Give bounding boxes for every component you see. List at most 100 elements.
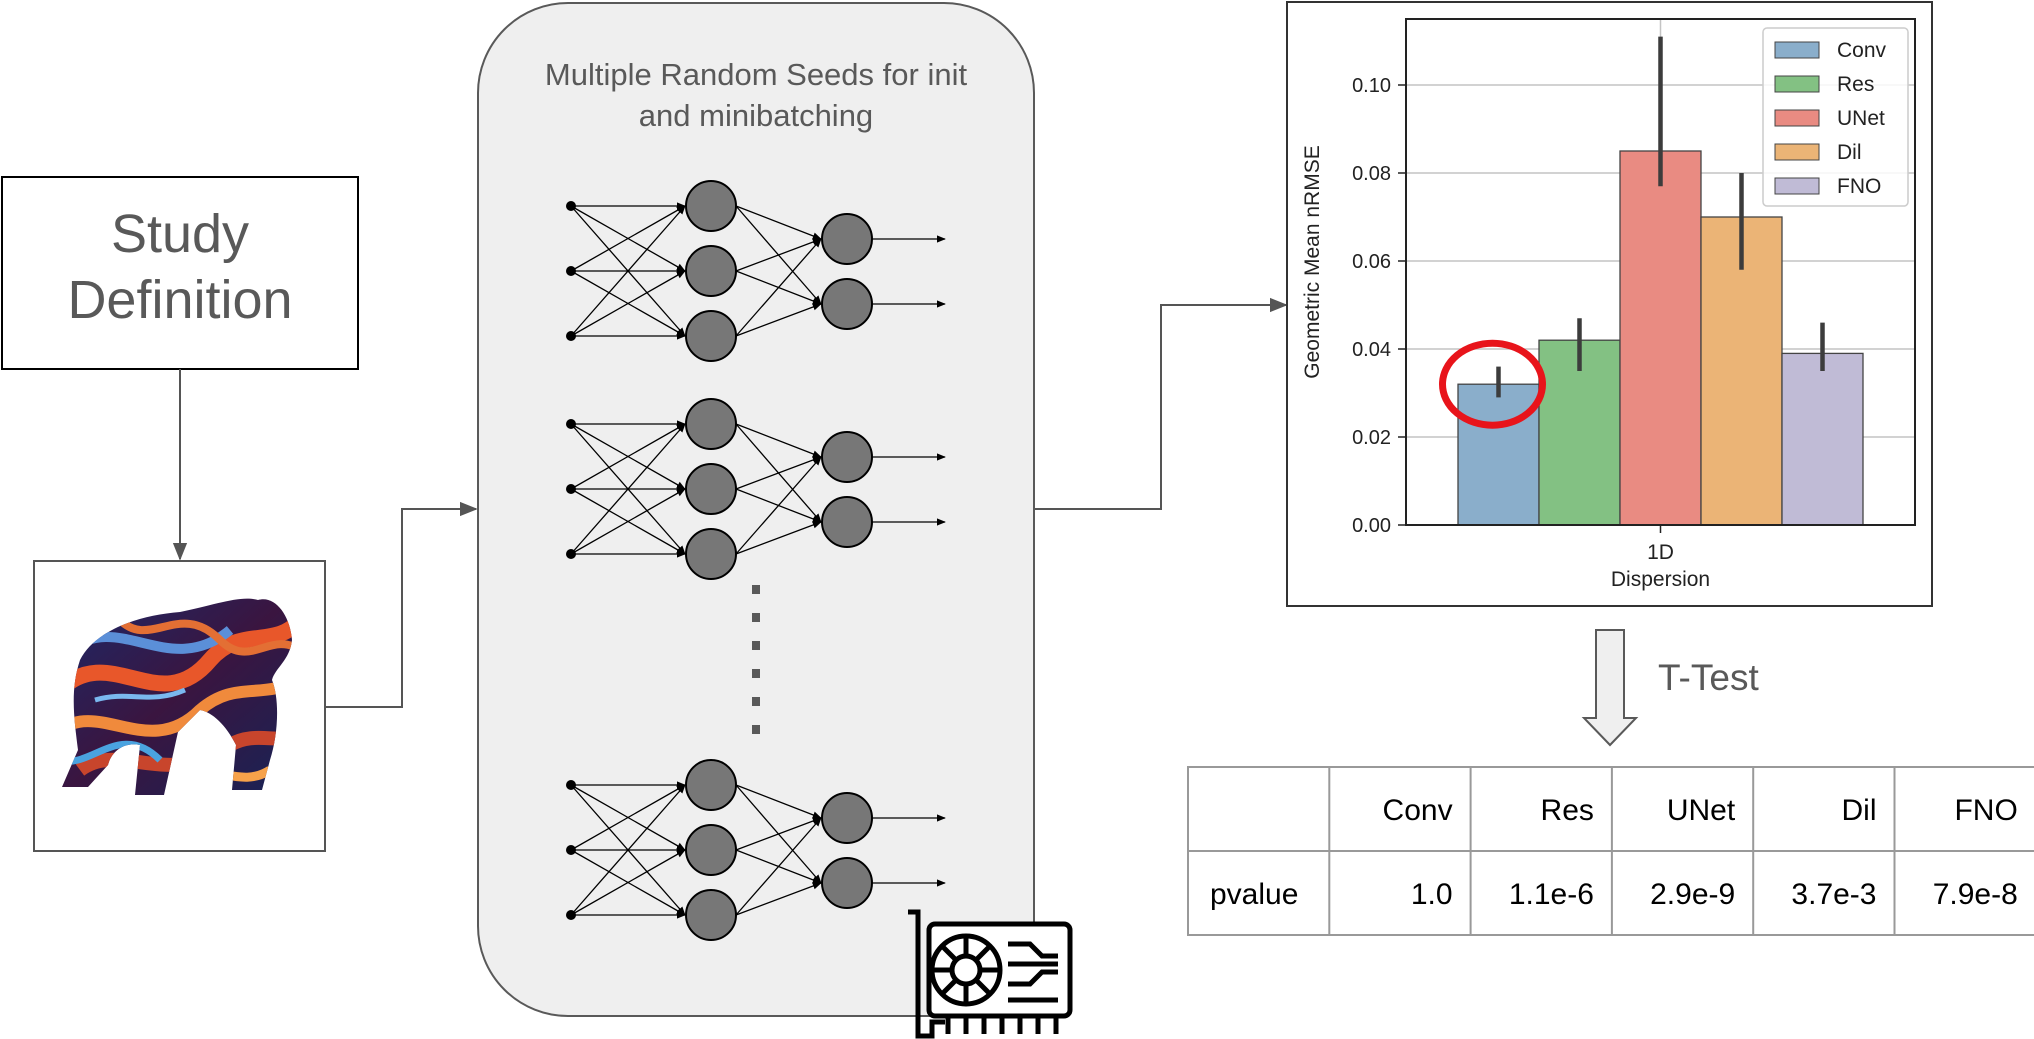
input-node (566, 845, 576, 855)
neural-networks (566, 180, 946, 941)
chart-y-axis-label: Geometric Mean nRMSE (1301, 145, 1324, 378)
table-cell: 1.0 (1411, 878, 1453, 911)
bar-conv (1457, 383, 1540, 526)
input-node (566, 484, 576, 494)
ttest-label: T-Test (1658, 657, 1759, 698)
y-tick-label: 0.00 (1352, 515, 1391, 537)
chart-x-category-label: 1D (1647, 541, 1674, 564)
y-tick-label: 0.06 (1352, 251, 1391, 273)
study-definition-box: Study Definition (1, 176, 359, 370)
hidden-node (685, 759, 737, 811)
gorilla-logo-box (33, 560, 326, 852)
connection-edge (735, 456, 822, 490)
legend-label-fno: FNO (1837, 175, 1881, 198)
legend-swatch-dil (1774, 143, 1820, 161)
input-node (566, 266, 576, 276)
connection-edge (570, 784, 686, 851)
legend-swatch-res (1774, 75, 1820, 93)
output-node (821, 431, 873, 483)
hidden-node (685, 310, 737, 362)
hidden-node (685, 824, 737, 876)
seeds-title-line2: and minibatching (639, 98, 873, 133)
study-title-line1: Study (111, 204, 249, 264)
table-header-cell: UNet (1667, 794, 1736, 827)
table-header-cell: Conv (1383, 794, 1453, 827)
bar-unet (1619, 150, 1702, 526)
chart-bars (1457, 150, 1864, 526)
ellipsis-dots (752, 585, 760, 734)
table-cell: 3.7e-3 (1791, 878, 1876, 911)
connector-arrows (172, 297, 1288, 708)
hidden-node (685, 463, 737, 515)
connection-edge (735, 238, 822, 337)
chart-legend: Conv Res UNet Dil FNO (1762, 27, 1909, 207)
connection-edge (570, 205, 686, 337)
neural-network (566, 759, 946, 941)
legend-swatch-fno (1774, 177, 1820, 195)
connection-edge (570, 784, 686, 916)
connection-edge (735, 817, 822, 916)
highlight-circle (1439, 339, 1546, 429)
input-node (566, 549, 576, 559)
hidden-node (685, 889, 737, 941)
gpu-card-icon (908, 909, 1073, 1039)
y-tick-label: 0.10 (1352, 75, 1391, 97)
random-seeds-panel: Multiple Random Seeds for init and minib… (477, 2, 1035, 1017)
table-cell: 2.9e-9 (1650, 878, 1735, 911)
connection-edge (570, 205, 686, 272)
connection-edge (735, 456, 822, 555)
output-node (821, 792, 873, 844)
bar-chart: 0.00 0.02 0.04 0.06 0.08 0.10 1D Dispersion G… (1301, 18, 1916, 591)
legend-swatch-unet (1774, 109, 1820, 127)
chart-error-bars (1496, 36, 1825, 398)
input-node (566, 910, 576, 920)
legend-label-unet: UNet (1837, 107, 1885, 130)
neural-network (566, 180, 946, 362)
connection-edge (735, 205, 822, 240)
connection-edge (570, 423, 686, 555)
output-node (821, 857, 873, 909)
connection-edge (570, 849, 686, 916)
connection-edge (735, 521, 822, 555)
connection-edge (735, 882, 822, 916)
table-header-cell: Res (1541, 794, 1594, 827)
connection-edge (570, 270, 686, 337)
chart-x-axis-label: Dispersion (1611, 568, 1710, 591)
chart-y-ticks: 0.00 0.02 0.04 0.06 0.08 0.10 (1352, 75, 1406, 537)
legend-swatch-conv (1774, 41, 1820, 59)
y-tick-label: 0.02 (1352, 427, 1391, 449)
legend-box (1762, 27, 1909, 207)
hidden-node (685, 180, 737, 232)
connection-edge (570, 423, 686, 490)
seeds-title-line1: Multiple Random Seeds for init (545, 57, 968, 92)
arrow-logo-to-seeds (326, 501, 478, 708)
hidden-node (685, 398, 737, 450)
legend-label-conv: Conv (1837, 39, 1887, 62)
connection-edge (735, 238, 822, 272)
input-node (566, 780, 576, 790)
output-node (821, 213, 873, 265)
hidden-node (685, 528, 737, 580)
neural-network (566, 398, 946, 580)
chart-panel: 0.00 0.02 0.04 0.06 0.08 0.10 1D Dispersion G… (1286, 1, 1933, 607)
input-node (566, 331, 576, 341)
connection-edge (735, 784, 822, 819)
connection-edge (735, 817, 822, 851)
table-cell: 7.9e-8 (1933, 878, 2018, 911)
output-node (821, 496, 873, 548)
legend-label-res: Res (1837, 73, 1874, 96)
table-cell: 1.1e-6 (1509, 878, 1594, 911)
study-title-line2: Definition (67, 270, 292, 330)
table-header-cell: Dil (1842, 794, 1877, 827)
bar-fno (1781, 352, 1864, 526)
hidden-node (685, 245, 737, 297)
connection-edge (570, 488, 686, 555)
arrow-seeds-to-chart (1034, 297, 1288, 510)
table-header-cell: FNO (1954, 794, 2017, 827)
input-node (566, 419, 576, 429)
legend-label-dil: Dil (1837, 141, 1862, 164)
input-node (566, 201, 576, 211)
connection-edge (735, 303, 822, 337)
pvalue-table: Conv Res UNet Dil FNO pvalue 1.0 1.1e-6 2.9e-9 3.… (1187, 766, 2034, 936)
y-tick-label: 0.08 (1352, 163, 1391, 185)
